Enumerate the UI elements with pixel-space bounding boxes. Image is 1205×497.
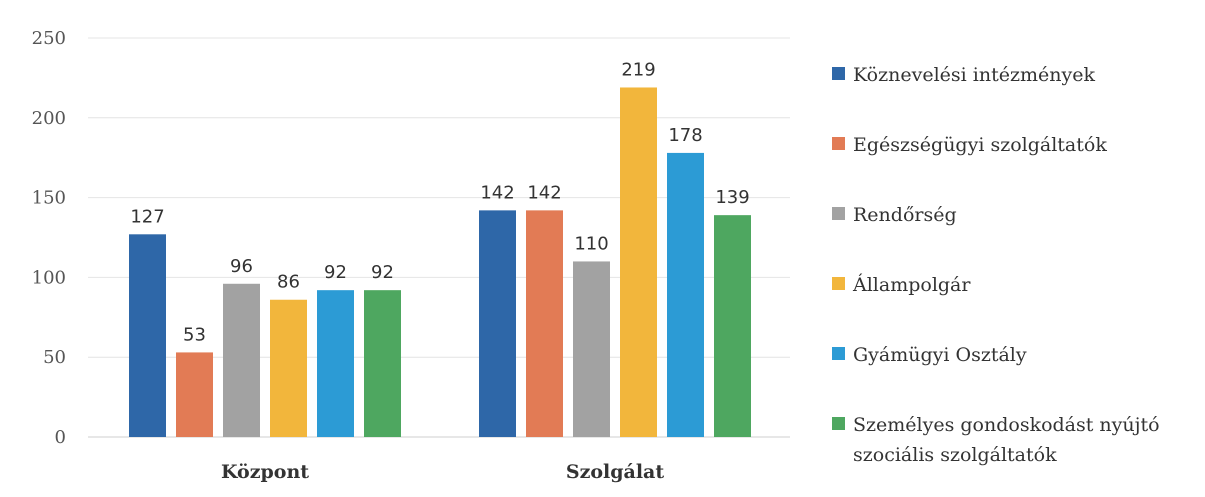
data-label: 96 <box>230 256 253 277</box>
data-label: 92 <box>324 262 347 283</box>
legend-label: Köznevelési intézmények <box>853 64 1095 86</box>
data-label: 219 <box>621 59 655 80</box>
legend-item: Köznevelési intézmények <box>832 60 1202 130</box>
bar-chart: 0 50 100 150 200 250 127 53 96 86 92 92 142 142 110 21… <box>32 28 790 483</box>
data-label: 139 <box>715 187 749 208</box>
legend-item: Állampolgár <box>832 270 1202 340</box>
data-label: 142 <box>480 182 514 203</box>
y-tick-label: 50 <box>43 347 66 368</box>
data-labels: 127 53 96 86 92 92 142 142 110 219 178 139 <box>130 59 749 345</box>
bar <box>526 210 563 437</box>
legend-swatch <box>832 67 845 80</box>
legend-swatch <box>832 347 845 360</box>
legend-swatch <box>832 417 845 430</box>
bar <box>270 299 307 437</box>
data-label: 142 <box>527 182 561 203</box>
y-tick-label: 0 <box>55 427 66 448</box>
y-axis-ticks: 0 50 100 150 200 250 <box>32 28 66 448</box>
legend-item: Személyes gondoskodást nyújtó szociális … <box>832 410 1202 470</box>
y-tick-label: 250 <box>32 28 66 49</box>
category-label: Központ <box>221 461 309 483</box>
bar <box>364 290 401 437</box>
bar <box>620 87 657 437</box>
legend-item: Egészségügyi szolgáltatók <box>832 130 1202 200</box>
bar <box>176 352 213 437</box>
bar <box>129 234 166 437</box>
data-label: 92 <box>371 262 394 283</box>
legend-item: Rendőrség <box>832 200 1202 270</box>
legend-label: Személyes gondoskodást nyújtó szociális … <box>853 414 1160 466</box>
legend-label: Állampolgár <box>853 274 971 296</box>
category-label: Szolgálat <box>566 461 665 483</box>
legend: Köznevelési intézmények Egészségügyi szol… <box>832 60 1202 470</box>
data-label: 178 <box>668 125 702 146</box>
legend-swatch <box>832 137 845 150</box>
bar <box>667 152 704 438</box>
bar <box>223 283 260 437</box>
bar <box>714 215 751 437</box>
data-label: 127 <box>130 206 164 227</box>
legend-label: Egészségügyi szolgáltatók <box>853 134 1107 156</box>
legend-swatch <box>832 277 845 290</box>
data-label: 110 <box>574 233 608 254</box>
legend-swatch <box>832 207 845 220</box>
y-tick-label: 150 <box>32 188 66 209</box>
legend-item: Gyámügyi Osztály <box>832 340 1202 410</box>
x-axis-categories: Központ Szolgálat <box>221 461 664 483</box>
y-tick-label: 100 <box>32 267 66 288</box>
y-tick-label: 200 <box>32 108 66 129</box>
data-label: 86 <box>277 272 300 293</box>
bars <box>129 87 751 438</box>
bar <box>479 210 516 437</box>
data-label: 53 <box>183 324 206 345</box>
legend-label: Gyámügyi Osztály <box>853 344 1027 366</box>
bar <box>573 261 610 437</box>
bar <box>317 290 354 437</box>
legend-label: Rendőrség <box>853 204 957 226</box>
